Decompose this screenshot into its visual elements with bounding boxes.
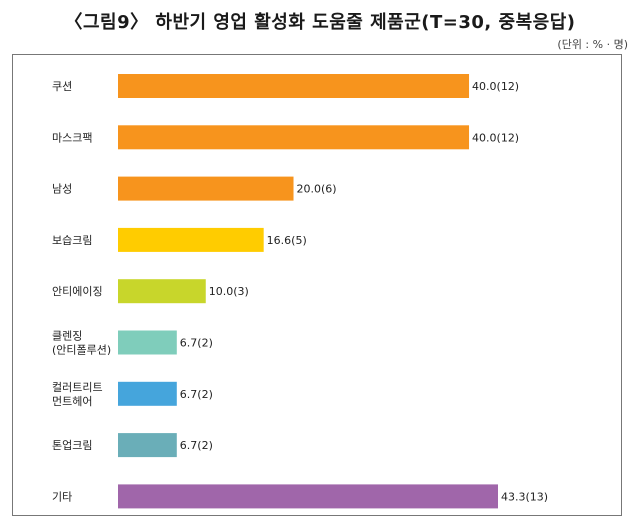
category-label: 컬러트리트 먼트헤어 bbox=[52, 381, 103, 408]
value-label: 20.0(6) bbox=[297, 183, 337, 196]
category-label-line: 기타 bbox=[52, 490, 72, 503]
category-label-line: 클렌징 bbox=[52, 330, 82, 343]
category-label: 쿠션 bbox=[52, 80, 72, 93]
bar-chart: 쿠션 40.0(12) 마스크팩 40.0(12) 남성 20.0(6) 보습크림 16.6(… bbox=[52, 74, 548, 509]
category-label-line: 보습크림 bbox=[52, 234, 92, 247]
bar bbox=[118, 125, 470, 150]
value-label: 43.3(13) bbox=[501, 490, 548, 503]
bar bbox=[118, 176, 294, 201]
category-label-line: 먼트헤어 bbox=[52, 395, 92, 408]
value-label: 6.7(2) bbox=[180, 388, 213, 401]
bar bbox=[118, 433, 177, 458]
unit-label: (단위 : % · 명) bbox=[557, 38, 628, 51]
bar bbox=[118, 330, 177, 355]
category-label-line: 컬러트리트 bbox=[52, 381, 103, 394]
bar bbox=[118, 381, 177, 406]
value-label: 6.7(2) bbox=[180, 439, 213, 452]
category-label: 마스크팩 bbox=[52, 131, 92, 144]
category-label-line: 쿠션 bbox=[52, 80, 72, 93]
category-label: 클렌징 (안티폴루션) bbox=[52, 330, 111, 357]
category-label: 남성 bbox=[52, 183, 72, 196]
value-label: 16.6(5) bbox=[267, 234, 307, 247]
category-label-line: 마스크팩 bbox=[52, 131, 92, 144]
category-label: 기타 bbox=[52, 490, 72, 503]
bar bbox=[118, 484, 498, 509]
chart-frame bbox=[12, 54, 622, 516]
value-label: 40.0(12) bbox=[472, 131, 519, 144]
bar bbox=[118, 74, 470, 98]
category-label: 안티에이징 bbox=[52, 285, 103, 298]
value-label: 6.7(2) bbox=[180, 337, 213, 350]
value-label: 10.0(3) bbox=[209, 285, 249, 298]
category-label-line: 톤업크림 bbox=[52, 439, 92, 452]
category-label-line: (안티폴루션) bbox=[52, 344, 111, 357]
bar bbox=[118, 279, 206, 304]
chart-title: 〈그림9〉 하반기 영업 활성화 도움줄 제품군(T=30, 중복응답) bbox=[64, 12, 576, 33]
bar bbox=[118, 227, 264, 252]
category-label-line: 안티에이징 bbox=[52, 285, 103, 298]
value-label: 40.0(12) bbox=[472, 80, 519, 93]
category-label: 보습크림 bbox=[52, 234, 92, 247]
category-label-line: 남성 bbox=[52, 183, 72, 196]
category-label: 톤업크림 bbox=[52, 439, 92, 452]
